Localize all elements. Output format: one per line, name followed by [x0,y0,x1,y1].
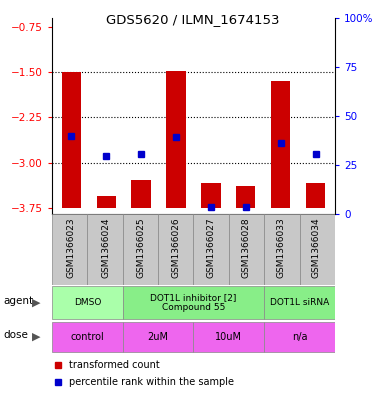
Text: ▶: ▶ [32,298,41,308]
Bar [201,183,221,208]
Bar [193,214,229,285]
Bar [264,214,300,285]
Text: DOT1L inhibitor [2]
Compound 55: DOT1L inhibitor [2] Compound 55 [150,293,237,312]
Text: DMSO: DMSO [74,298,101,307]
Bar [97,196,116,208]
Bar [264,321,335,353]
Bar [166,71,186,208]
Text: agent: agent [4,296,34,306]
Text: DOT1L siRNA: DOT1L siRNA [270,298,329,307]
Text: transformed count: transformed count [69,360,160,370]
Bar [52,321,123,353]
Bar [229,214,264,285]
Text: GSM1366028: GSM1366028 [241,218,250,278]
Bar [123,214,158,285]
Bar [123,321,194,353]
Text: ▶: ▶ [32,332,41,342]
Text: dose: dose [4,330,29,340]
Bar [52,286,123,319]
Text: control: control [70,332,104,342]
Text: GSM1366033: GSM1366033 [276,218,285,279]
Bar [123,286,264,319]
Text: GSM1366034: GSM1366034 [311,218,320,278]
Bar [87,214,123,285]
Text: GSM1366027: GSM1366027 [206,218,216,278]
Text: percentile rank within the sample: percentile rank within the sample [69,377,234,387]
Text: GSM1366023: GSM1366023 [67,218,76,278]
Text: 2uM: 2uM [147,332,169,342]
Bar [62,72,81,208]
Text: GDS5620 / ILMN_1674153: GDS5620 / ILMN_1674153 [106,13,279,26]
Bar [193,321,264,353]
Bar [300,214,335,285]
Bar [158,214,193,285]
Bar [52,214,87,285]
Text: GSM1366025: GSM1366025 [137,218,146,278]
Bar [306,183,325,208]
Bar [264,286,335,319]
Text: n/a: n/a [292,332,307,342]
Bar [271,81,290,208]
Text: 10uM: 10uM [215,332,242,342]
Text: GSM1366026: GSM1366026 [171,218,181,278]
Bar [131,180,151,208]
Text: GSM1366024: GSM1366024 [102,218,110,278]
Bar [236,186,256,208]
